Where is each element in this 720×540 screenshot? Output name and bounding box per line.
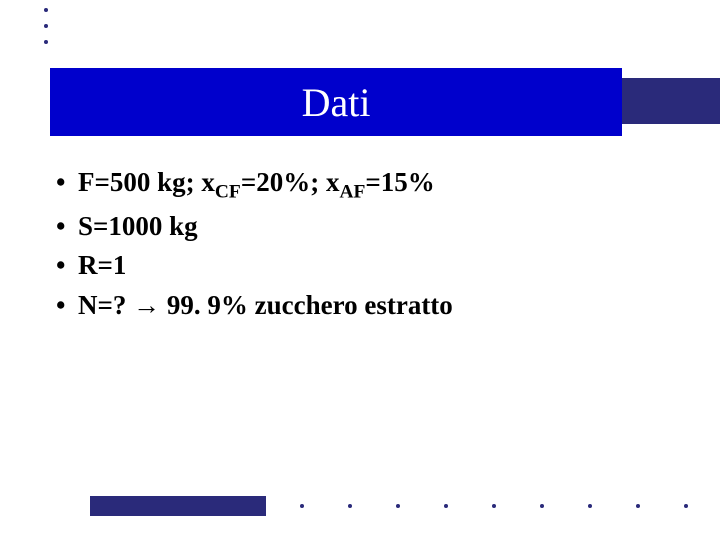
bullet-list: F=500 kg; xCF=20%; xAF=15% S=1000 kg R=1…	[56, 164, 453, 325]
bullet-text: 99. 9% zucchero estratto	[160, 290, 453, 320]
dot-icon	[300, 504, 304, 508]
dot-icon	[348, 504, 352, 508]
list-item: N=? → 99. 9% zucchero estratto	[56, 287, 453, 325]
dot-icon	[44, 24, 48, 28]
slide-content: F=500 kg; xCF=20%; xAF=15% S=1000 kg R=1…	[56, 164, 453, 327]
title-accent-bar	[610, 78, 720, 124]
dot-icon	[492, 504, 496, 508]
slide-title: Dati	[302, 79, 371, 126]
dot-icon	[44, 8, 48, 12]
bullet-text: S=1000 kg	[78, 211, 198, 241]
list-item: S=1000 kg	[56, 208, 453, 246]
dot-icon	[44, 40, 48, 44]
decoration-bottom-bar	[90, 496, 266, 516]
dot-icon	[444, 504, 448, 508]
list-item: R=1	[56, 247, 453, 285]
title-bar: Dati	[50, 68, 622, 136]
bullet-text: R=1	[78, 250, 126, 280]
bullet-text: =15%	[365, 167, 434, 197]
dot-icon	[396, 504, 400, 508]
decoration-top-dots	[44, 8, 48, 44]
list-item: F=500 kg; xCF=20%; xAF=15%	[56, 164, 453, 206]
slide: Dati F=500 kg; xCF=20%; xAF=15% S=1000 k…	[0, 0, 720, 540]
bullet-text: F=500 kg; x	[78, 167, 215, 197]
subscript: AF	[339, 181, 365, 202]
decoration-bottom-dots	[300, 504, 688, 508]
arrow-icon: →	[133, 290, 160, 320]
dot-icon	[540, 504, 544, 508]
dot-icon	[684, 504, 688, 508]
dot-icon	[588, 504, 592, 508]
bullet-text: N=?	[78, 290, 133, 320]
subscript: CF	[215, 181, 241, 202]
dot-icon	[636, 504, 640, 508]
bullet-text: =20%; x	[241, 167, 340, 197]
